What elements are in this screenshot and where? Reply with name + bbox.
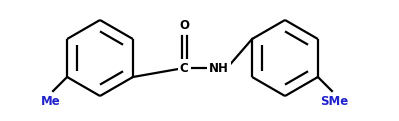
Text: NH: NH bbox=[209, 61, 229, 75]
Text: SMe: SMe bbox=[320, 95, 348, 108]
Text: Me: Me bbox=[41, 95, 61, 108]
Text: O: O bbox=[179, 19, 189, 32]
Text: C: C bbox=[180, 61, 188, 75]
